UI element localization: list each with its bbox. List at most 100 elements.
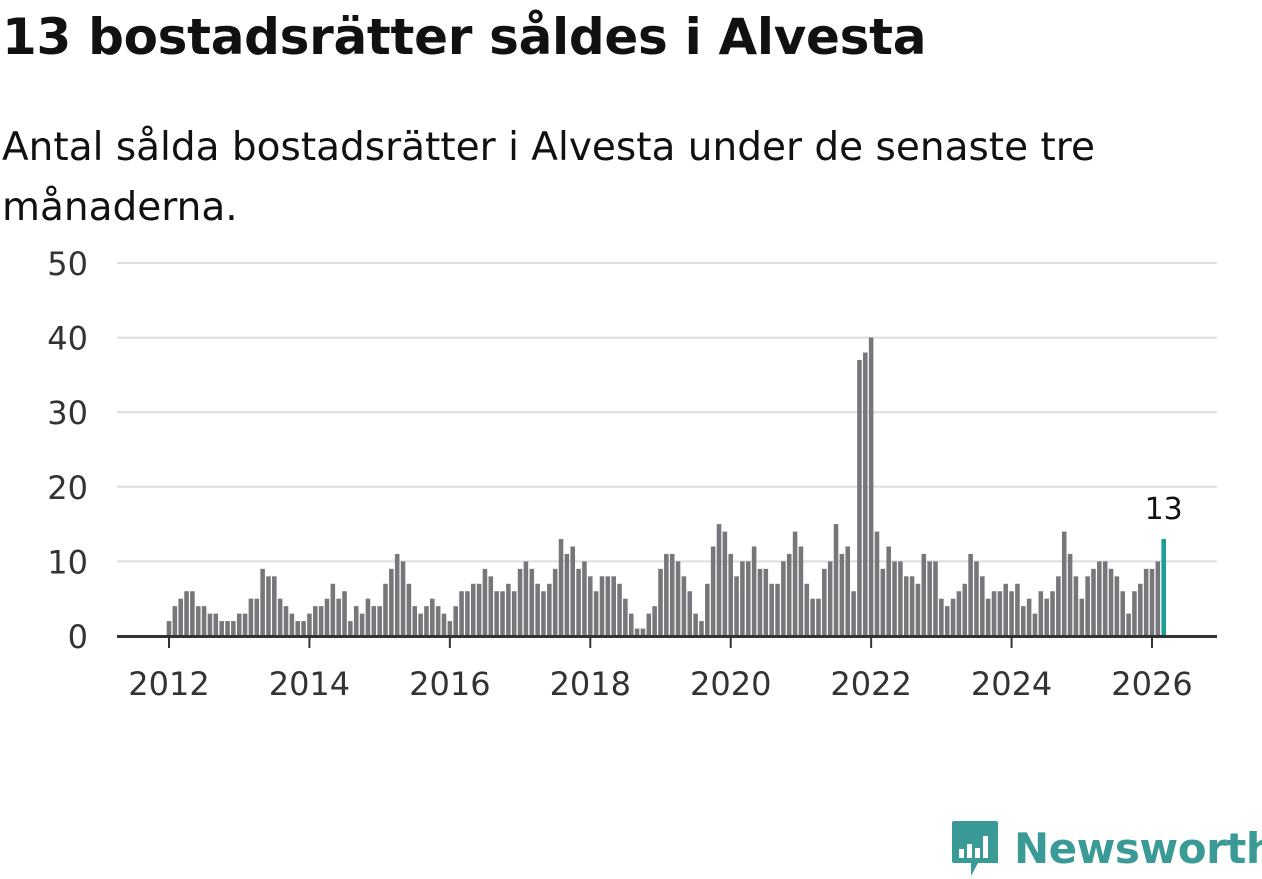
bar: [710, 546, 716, 636]
bar: [664, 553, 669, 636]
bar: [517, 568, 523, 636]
bar: [225, 621, 230, 636]
bar: [1143, 568, 1149, 636]
bar: [377, 606, 382, 636]
bar: [441, 613, 447, 636]
bar: [494, 591, 499, 636]
x-tick-label: 2020: [690, 665, 771, 703]
y-tick-label: 30: [47, 394, 88, 432]
bar: [435, 606, 441, 636]
bar: [371, 606, 377, 636]
bar: [1038, 591, 1044, 636]
highlight-value-label: 13: [1145, 492, 1183, 527]
bar: [898, 561, 903, 636]
bar: [582, 561, 587, 636]
bar: [599, 576, 605, 636]
axis-labels: 0 10 20 30 40 50 13 2012 2014 2016 2018 2020 2022 202…: [47, 245, 1192, 703]
bar: [980, 576, 985, 636]
bar: [1061, 531, 1067, 636]
bar: [886, 546, 891, 636]
bar: [798, 546, 804, 636]
bar: [529, 568, 535, 636]
bar: [558, 539, 564, 636]
bar: [956, 591, 962, 636]
bar: [1085, 576, 1090, 636]
bar: [903, 576, 909, 636]
bar: [833, 524, 839, 636]
chart-title: 13 bostadsrätter såldes i Alvesta: [2, 8, 927, 66]
bar: [810, 598, 815, 636]
bar: [1015, 583, 1020, 636]
x-tick-label: 2014: [269, 665, 350, 703]
y-tick-label: 40: [47, 320, 88, 358]
bar: [605, 576, 611, 636]
bar: [248, 598, 254, 636]
bar: [1056, 576, 1061, 636]
bar-chart: 0 10 20 30 40 50 13 2012 2014 2016 2018 2020 2022 202…: [47, 245, 1217, 703]
bar: [1114, 576, 1120, 636]
bar: [535, 583, 540, 636]
bar: [359, 613, 365, 636]
bar: [781, 561, 786, 636]
bar: [868, 337, 874, 636]
y-tick-label: 20: [47, 469, 88, 507]
bar: [786, 553, 792, 636]
bar: [804, 583, 810, 636]
bar: [523, 561, 529, 636]
bar: [184, 591, 189, 636]
newsworthy-logo-icon: [952, 821, 998, 876]
bar: [236, 613, 242, 636]
bar: [424, 606, 429, 636]
bar: [816, 598, 821, 636]
bar: [822, 568, 827, 636]
newsworthy-brand: Newsworthy: [950, 818, 1262, 878]
bar: [763, 568, 769, 636]
bar: [640, 628, 646, 636]
bar: [447, 621, 453, 636]
bar: [757, 568, 763, 636]
bar: [669, 553, 675, 636]
bar: [863, 352, 868, 636]
bar: [909, 576, 915, 636]
bar: [1120, 591, 1126, 636]
bar: [892, 561, 897, 636]
bar: [406, 583, 412, 636]
bar: [172, 606, 178, 636]
bar: [1102, 561, 1108, 636]
bar: [547, 583, 552, 636]
bar: [974, 561, 979, 636]
bar: [201, 606, 207, 636]
bar: [564, 553, 570, 636]
bar: [734, 576, 739, 636]
bar: [991, 591, 997, 636]
bar: [745, 561, 751, 636]
bar: [511, 591, 517, 636]
bar: [927, 561, 932, 636]
bar: [470, 583, 476, 636]
x-tick-label: 2022: [830, 665, 911, 703]
bar: [1132, 591, 1137, 636]
bar: [997, 591, 1003, 636]
bar: [166, 621, 172, 636]
bar: [231, 621, 236, 636]
bar: [962, 583, 968, 636]
bar: [324, 598, 330, 636]
bar: [1149, 568, 1155, 636]
y-tick-label: 50: [47, 245, 88, 283]
bar: [944, 606, 950, 636]
bar: [430, 598, 435, 636]
bar: [1044, 598, 1049, 636]
bar: [266, 576, 271, 636]
bar: [1108, 568, 1114, 636]
bar: [283, 606, 289, 636]
brand-name: Newsworthy: [1014, 823, 1262, 873]
bar: [1050, 591, 1055, 636]
bar: [740, 561, 745, 636]
bar: [792, 531, 798, 636]
bar: [681, 576, 687, 636]
bar: [1067, 553, 1073, 636]
bar: [1155, 561, 1161, 636]
bar: [213, 613, 219, 636]
bar: [453, 606, 458, 636]
y-tick-label: 0: [68, 618, 88, 656]
